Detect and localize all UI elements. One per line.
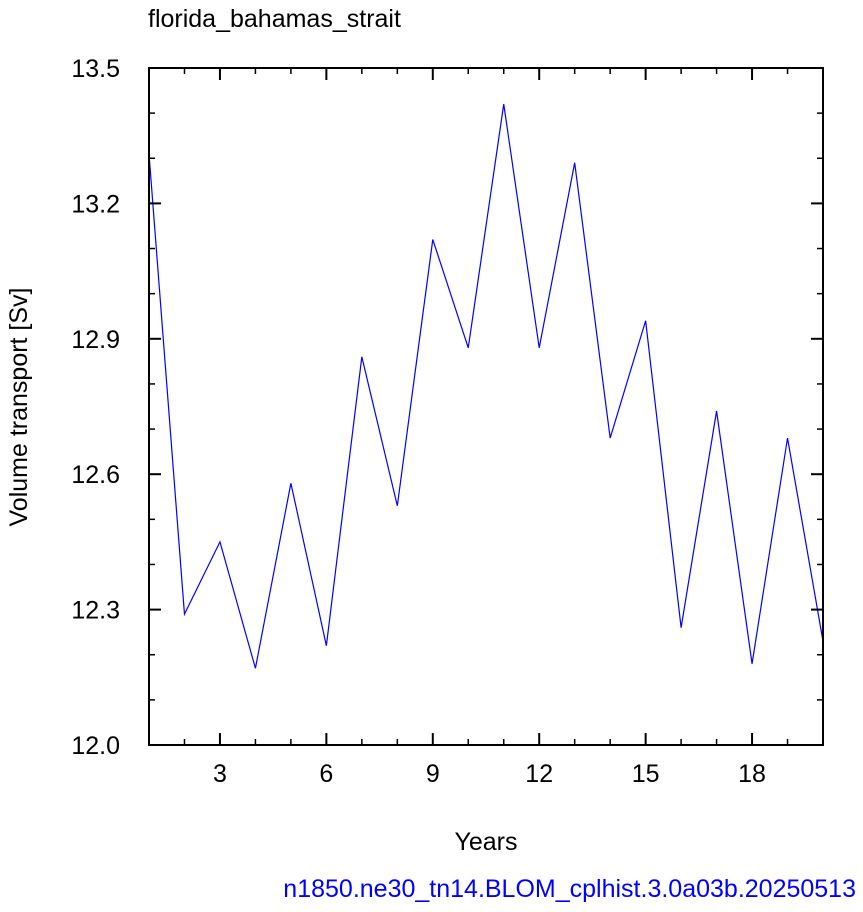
x-tick-label: 9 xyxy=(426,760,440,788)
y-tick-label: 13.5 xyxy=(71,55,120,83)
y-axis-label: Volume transport [Sv] xyxy=(5,287,33,526)
y-tick-label: 13.2 xyxy=(71,190,120,218)
x-tick-label: 15 xyxy=(632,760,660,788)
y-tick-label: 12.3 xyxy=(71,597,120,625)
plot-area: 3 6 9 12 15 18 12.0 12.3 12.6 12.9 13.2 13.5 xyxy=(71,55,824,788)
y-tick-label: 12.0 xyxy=(71,732,120,760)
x-tick-label: 12 xyxy=(525,760,553,788)
series-line-0 xyxy=(148,104,824,669)
footer-label: n1850.ne30_tn14.BLOM_cplhist.3.0a03b.202… xyxy=(283,875,856,903)
chart-title: florida_bahamas_strait xyxy=(148,5,401,33)
x-tick-label: 6 xyxy=(319,760,333,788)
y-tick-label: 12.6 xyxy=(71,461,120,489)
x-tick-label: 18 xyxy=(738,760,766,788)
plot-frame xyxy=(148,67,824,746)
x-axis-label: Years xyxy=(454,828,517,856)
y-tick-label: 12.9 xyxy=(71,326,120,354)
x-tick-label: 3 xyxy=(213,760,227,788)
